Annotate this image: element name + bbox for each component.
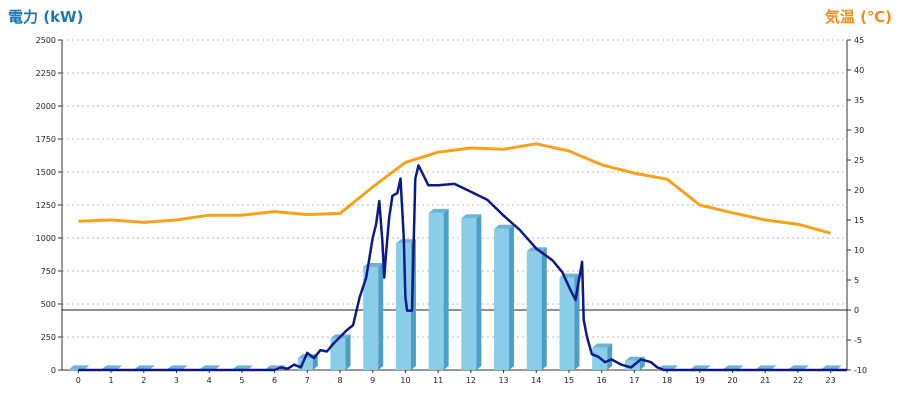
left-tick-label-6: 1500: [36, 168, 56, 177]
bar-top-11: [428, 208, 449, 213]
bar-side-13: [509, 224, 515, 370]
bar-top-21: [755, 365, 776, 370]
bar-front-14: [526, 251, 542, 370]
bar-top-22: [788, 365, 809, 370]
bar-side-16: [607, 343, 613, 370]
right-tick-label-0: -10: [854, 366, 867, 375]
left-tick-label-8: 2000: [36, 102, 56, 111]
right-tick-label-10: 40: [854, 66, 864, 75]
right-tick-label-1: -5: [854, 336, 862, 345]
bar-side-12: [476, 214, 482, 370]
bar-side-9: [378, 263, 384, 370]
bar-top-20: [723, 365, 744, 370]
x-tick-label-9: 9: [370, 376, 375, 385]
bar-front-11: [428, 212, 444, 370]
left-tick-label-5: 1250: [36, 201, 56, 210]
x-tick-label-11: 11: [433, 376, 443, 385]
right-tick-label-3: 5: [854, 276, 859, 285]
bar-side-14: [541, 247, 547, 370]
x-tick-label-0: 0: [76, 376, 81, 385]
right-tick-label-11: 45: [854, 36, 864, 45]
bar-top-12: [461, 214, 482, 219]
x-tick-label-10: 10: [400, 376, 410, 385]
x-tick-label-14: 14: [531, 376, 541, 385]
right-tick-label-9: 35: [854, 96, 864, 105]
right-tick-label-7: 25: [854, 156, 864, 165]
right-tick-label-8: 30: [854, 126, 864, 135]
bar-top-0: [68, 365, 89, 370]
power-line: [78, 164, 847, 372]
left-tick-label-9: 2250: [36, 69, 56, 78]
x-tick-label-15: 15: [564, 376, 574, 385]
right-tick-label-6: 20: [854, 186, 864, 195]
x-tick-label-4: 4: [207, 376, 212, 385]
x-tick-label-20: 20: [727, 376, 737, 385]
bar-top-13: [494, 224, 515, 229]
bar-top-23: [821, 365, 842, 370]
x-tick-label-21: 21: [760, 376, 770, 385]
bar-top-1: [101, 365, 122, 370]
left-tick-label-1: 250: [41, 333, 56, 342]
bar-front-13: [494, 228, 510, 370]
x-tick-label-16: 16: [597, 376, 607, 385]
bar-top-10: [395, 239, 416, 244]
x-tick-label-1: 1: [109, 376, 114, 385]
bar-front-15: [559, 277, 575, 370]
bar-side-11: [443, 208, 449, 370]
bar-side-8: [345, 334, 351, 370]
bar-front-8: [330, 338, 346, 370]
bar-top-16: [592, 343, 613, 348]
bar-front-10: [395, 243, 411, 370]
temperature-line: [78, 142, 831, 235]
x-tick-label-13: 13: [498, 376, 508, 385]
left-tick-label-7: 1750: [36, 135, 56, 144]
bar-top-4: [199, 365, 220, 370]
bar-front-9: [363, 267, 379, 370]
left-tick-label-4: 1000: [36, 234, 56, 243]
x-tick-label-18: 18: [662, 376, 672, 385]
x-tick-label-12: 12: [466, 376, 476, 385]
x-tick-label-7: 7: [305, 376, 310, 385]
left-tick-label-10: 2500: [36, 36, 56, 45]
x-tick-label-22: 22: [793, 376, 803, 385]
left-tick-label-0: 0: [51, 366, 56, 375]
bar-top-3: [166, 365, 187, 370]
right-tick-label-2: 0: [854, 306, 859, 315]
x-tick-label-6: 6: [272, 376, 277, 385]
bar-top-19: [690, 365, 711, 370]
x-tick-label-8: 8: [337, 376, 342, 385]
right-tick-label-4: 10: [854, 246, 864, 255]
right-tick-label-5: 15: [854, 216, 864, 225]
x-tick-label-2: 2: [141, 376, 146, 385]
right-axis-title: 気温 (℃): [824, 8, 892, 26]
x-tick-label-19: 19: [695, 376, 705, 385]
x-tick-label-17: 17: [629, 376, 639, 385]
bar-top-5: [232, 365, 253, 370]
x-tick-label-3: 3: [174, 376, 179, 385]
left-tick-label-3: 750: [41, 267, 56, 276]
x-tick-label-23: 23: [826, 376, 836, 385]
bar-front-7: [297, 358, 313, 370]
left-tick-label-2: 500: [41, 300, 56, 309]
bar-top-2: [134, 365, 155, 370]
x-tick-label-5: 5: [239, 376, 244, 385]
bar-front-12: [461, 218, 477, 370]
bar-front-0: [68, 369, 84, 370]
left-axis-title: 電力 (kW): [8, 8, 84, 26]
